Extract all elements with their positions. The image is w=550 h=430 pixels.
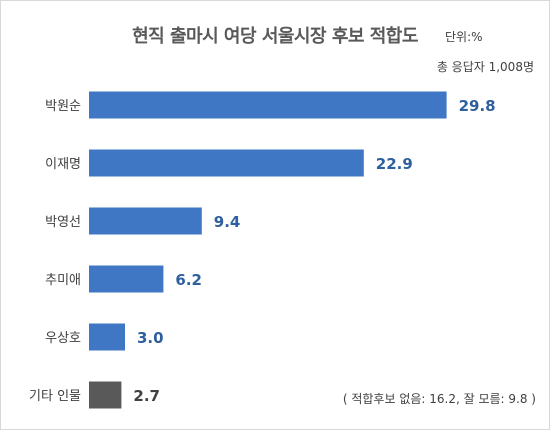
value-label: 22.9 [376, 155, 413, 173]
bar [89, 265, 164, 293]
category-label: 추미애 [45, 273, 81, 288]
value-label: 3.0 [137, 329, 164, 347]
bar [89, 149, 364, 177]
category-label: 박영선 [45, 215, 81, 230]
value-label: 29.8 [459, 97, 496, 115]
unit-label: 단위:% [445, 30, 483, 44]
category-label: 우상호 [45, 331, 81, 346]
bar [89, 323, 125, 351]
respondents-label: 총 응답자 1,008명 [436, 60, 534, 74]
bar [89, 91, 447, 119]
category-label: 박원순 [45, 99, 81, 114]
value-label: 2.7 [133, 387, 160, 405]
value-label: 6.2 [175, 271, 202, 289]
chart-title: 현직 출마시 여당 서울시장 후보 적합도 [132, 26, 418, 47]
bar [89, 381, 122, 409]
value-label: 9.4 [214, 213, 241, 231]
bar [89, 207, 202, 235]
footnote: ( 적합후보 없음: 16.2, 잘 모름: 9.8 ) [342, 392, 536, 406]
category-label: 이재명 [45, 157, 81, 172]
category-label: 기타 인물 [29, 389, 81, 404]
